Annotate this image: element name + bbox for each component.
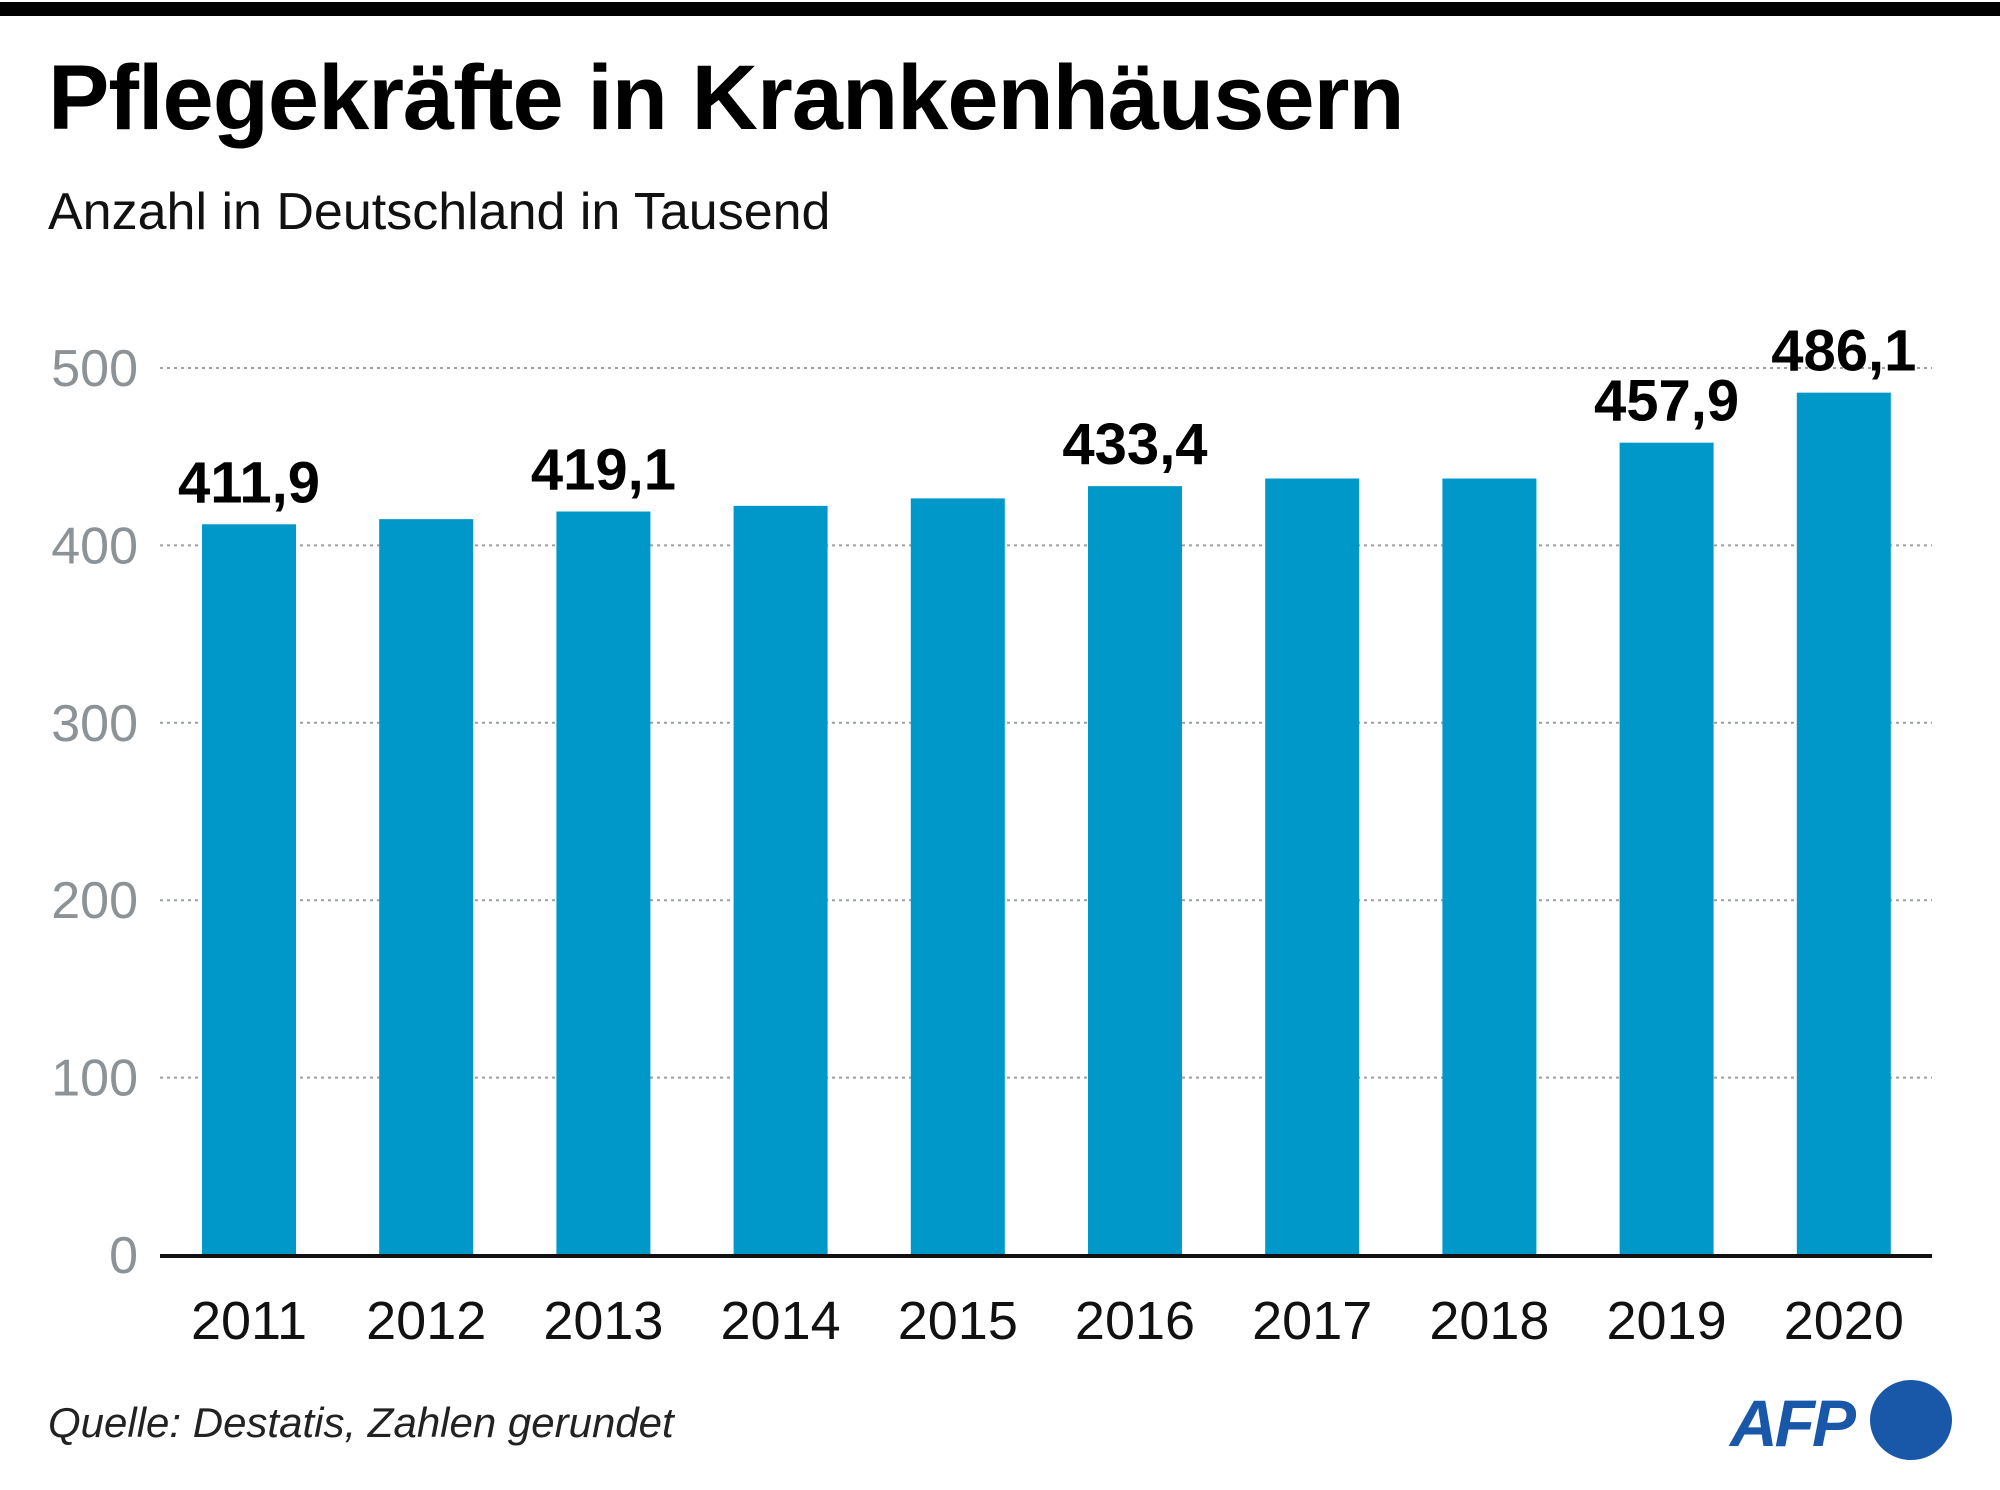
- afp-logo-dot-icon: [1870, 1380, 1952, 1460]
- bar-2016: [1088, 486, 1182, 1255]
- afp-logo: AFP: [1730, 1380, 1960, 1460]
- bar-2020: [1796, 392, 1891, 1256]
- bar-2013: [556, 511, 651, 1255]
- x-tick-label: 2019: [1607, 1291, 1727, 1351]
- x-tick-label: 2018: [1429, 1291, 1549, 1351]
- bar-2018: [1442, 478, 1537, 1255]
- x-tick-label: 2011: [191, 1291, 307, 1351]
- y-axis-tick-labels: 0 100 200 300 400 500: [51, 340, 138, 1285]
- y-tick-label: 500: [51, 340, 138, 398]
- afp-logo-text: AFP: [1730, 1386, 1856, 1460]
- bar-2011: [202, 524, 296, 1255]
- value-label: 411,9: [178, 450, 320, 515]
- x-tick-label: 2016: [1075, 1291, 1195, 1351]
- x-tick-label: 2015: [898, 1291, 1018, 1351]
- value-labels: 411,9 419,1 433,4 457,9 486,1: [178, 319, 1916, 516]
- y-tick-label: 100: [51, 1050, 138, 1108]
- x-tick-label: 2020: [1784, 1291, 1904, 1351]
- bar-2019: [1619, 442, 1714, 1255]
- y-tick-label: 200: [51, 872, 138, 930]
- value-label: 419,1: [531, 438, 676, 503]
- y-tick-label: 300: [51, 695, 138, 753]
- value-label: 457,9: [1594, 369, 1739, 434]
- value-label: 433,4: [1062, 412, 1207, 477]
- x-tick-label: 2012: [366, 1291, 486, 1351]
- value-label: 486,1: [1771, 319, 1916, 384]
- x-axis-tick-labels: 2011 2012 2013 2014 2015 2016 2017 2018 2019 2020: [191, 1291, 1904, 1351]
- chart-title: Pflegekräfte in Krankenhäusern: [48, 47, 1405, 149]
- top-rule: [0, 2, 2000, 16]
- bars: [202, 392, 1891, 1256]
- bar-2014: [733, 505, 828, 1255]
- source-note: Quelle: Destatis, Zahlen gerundet: [48, 1399, 674, 1446]
- bar-2012: [379, 519, 474, 1255]
- chart-subtitle: Anzahl in Deutschland in Tausend: [48, 183, 831, 241]
- y-tick-label: 400: [51, 517, 138, 575]
- x-tick-label: 2017: [1252, 1291, 1372, 1351]
- y-tick-label: 0: [109, 1227, 138, 1285]
- bar-2017: [1265, 478, 1360, 1255]
- x-tick-label: 2013: [543, 1291, 663, 1351]
- x-tick-label: 2014: [721, 1291, 841, 1351]
- bar-2015: [910, 498, 1005, 1255]
